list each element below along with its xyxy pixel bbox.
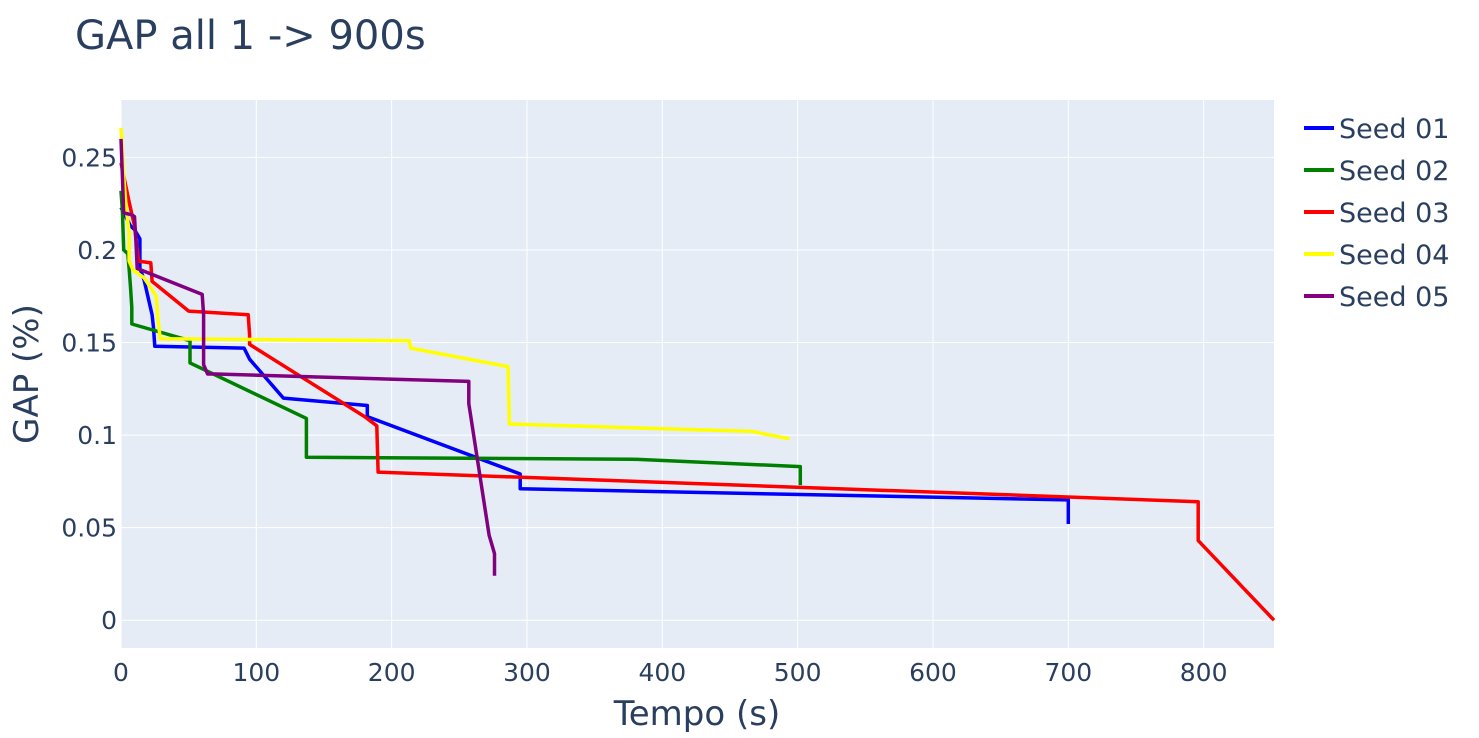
x-tick-label: 0 — [113, 658, 129, 687]
y-tick-label: 0 — [101, 606, 117, 635]
x-axis-title: Tempo (s) — [613, 694, 780, 734]
x-tick-label: 700 — [1044, 658, 1092, 687]
y-tick-label: 0.2 — [77, 236, 117, 265]
x-tick-label: 500 — [774, 658, 822, 687]
series-line — [119, 138, 497, 576]
legend-label: Seed 04 — [1339, 240, 1449, 271]
plot-area — [121, 100, 1274, 648]
legend-label: Seed 05 — [1339, 282, 1449, 313]
x-tick-label: 100 — [232, 658, 280, 687]
legend-label: Seed 01 — [1339, 114, 1449, 145]
series-lines — [119, 127, 1276, 622]
x-tick-labels: 0 100 200 300 400 500 600 700 800 — [113, 658, 1227, 687]
y-tick-label: 0.1 — [77, 421, 117, 450]
x-tick-label: 300 — [503, 658, 551, 687]
y-tick-labels: 0 0.05 0.1 0.15 0.2 0.25 — [61, 143, 117, 635]
series-line — [119, 127, 790, 441]
y-tick-label: 0.15 — [61, 329, 117, 358]
series-line — [119, 162, 1276, 622]
legend-item[interactable]: Seed 05 — [1304, 282, 1449, 313]
chart-title: GAP all 1 -> 900s — [75, 13, 426, 59]
legend-label: Seed 03 — [1339, 198, 1449, 229]
legend[interactable]: Seed 01 Seed 02 Seed 03 Seed 04 Seed 05 — [1304, 114, 1449, 313]
x-tick-label: 200 — [368, 658, 416, 687]
y-tick-label: 0.05 — [61, 514, 117, 543]
x-tick-label: 400 — [638, 658, 686, 687]
legend-item[interactable]: Seed 01 — [1304, 114, 1449, 145]
legend-item[interactable]: Seed 04 — [1304, 240, 1449, 271]
grid-lines — [120, 100, 1274, 648]
legend-item[interactable]: Seed 02 — [1304, 156, 1449, 187]
y-axis-title: GAP (%) — [7, 304, 47, 444]
legend-label: Seed 02 — [1339, 156, 1449, 187]
series-line — [119, 190, 803, 486]
x-tick-label: 600 — [909, 658, 957, 687]
y-tick-label: 0.25 — [61, 143, 117, 172]
x-tick-label: 800 — [1180, 658, 1228, 687]
legend-item[interactable]: Seed 03 — [1304, 198, 1449, 229]
